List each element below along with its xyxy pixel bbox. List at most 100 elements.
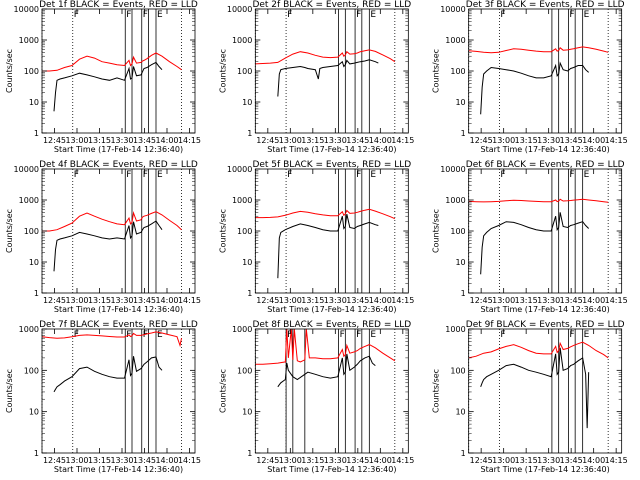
x-axis-label: Start Time (17-Feb-14 12:36:40) (54, 465, 183, 474)
series-lld-line (255, 208, 396, 220)
event-marker-label: F (569, 330, 574, 340)
x-tick-label: 14:00 (369, 456, 392, 465)
y-tick-label: 1 (461, 129, 466, 138)
y-axis-label: Counts/sec (432, 49, 441, 93)
x-tick-label: 12:45 (470, 456, 493, 465)
x-tick-label: 14:15 (605, 296, 628, 305)
event-marker-label: F (74, 170, 79, 180)
series-lld-line (468, 46, 609, 54)
series-events-line (277, 353, 376, 388)
event-marker-label: E (584, 330, 590, 340)
y-tick-label: 1 (461, 449, 466, 458)
x-tick-label: 12:45 (256, 136, 279, 145)
x-tick-label: 13:00 (492, 136, 515, 145)
x-tick-label: 13:30 (110, 296, 133, 305)
y-tick-label: 10 (242, 98, 252, 107)
plot-frame (468, 8, 623, 134)
x-tick-label: 14:00 (369, 296, 392, 305)
event-marker-label: F (74, 10, 79, 20)
y-tick-label: 100 (237, 67, 252, 76)
x-tick-label: 13:45 (560, 456, 583, 465)
series-lld-line (41, 331, 182, 348)
x-tick-label: 14:15 (391, 456, 414, 465)
x-tick-label: 13:45 (133, 296, 156, 305)
x-tick-label: 13:15 (88, 296, 111, 305)
series-events-line (53, 356, 163, 393)
event-marker-label: F (500, 10, 505, 20)
x-axis-label: Start Time (17-Feb-14 12:36:40) (54, 145, 183, 154)
y-axis-label: Counts/sec (5, 209, 14, 253)
y-tick-label: 100 (24, 227, 39, 236)
y-tick-label: 1000 (232, 325, 252, 334)
x-tick-label: 13:15 (301, 456, 324, 465)
x-tick-label: 13:15 (515, 136, 538, 145)
x-tick-label: 12:45 (470, 136, 493, 145)
x-tick-label: 14:00 (582, 296, 605, 305)
series-lld-line (42, 52, 182, 72)
y-tick-label: 10000 (227, 5, 252, 14)
x-tick-label: 12:45 (43, 456, 66, 465)
x-tick-label: 13:00 (279, 136, 302, 145)
x-tick-label: 13:15 (301, 296, 324, 305)
x-tick-label: 14:00 (155, 456, 178, 465)
plot-frame (41, 168, 196, 294)
event-marker-label: F (143, 170, 148, 180)
y-axis-label: Counts/sec (218, 209, 227, 253)
y-axis-label: Counts/sec (218, 49, 227, 93)
y-tick-label: 10000 (440, 5, 465, 14)
y-tick-label: 100 (237, 366, 252, 375)
event-marker-label: F (569, 170, 574, 180)
y-tick-label: 100 (24, 366, 39, 375)
x-tick-label: 13:00 (65, 136, 88, 145)
series-events-line (480, 347, 590, 429)
x-tick-label: 12:45 (256, 296, 279, 305)
x-tick-label: 14:15 (391, 296, 414, 305)
y-tick-label: 1 (247, 449, 252, 458)
plot-frame (254, 8, 409, 134)
x-tick-label: 14:15 (605, 456, 628, 465)
event-marker-label: F (356, 10, 361, 20)
x-tick-label: 14:15 (178, 296, 201, 305)
x-tick-label: 14:15 (178, 456, 201, 465)
event-marker-label: E (370, 330, 376, 340)
y-tick-label: 1 (461, 289, 466, 298)
x-tick-label: 12:45 (43, 296, 66, 305)
y-tick-label: 10000 (227, 165, 252, 174)
event-marker-label: F (340, 330, 345, 340)
x-tick-label: 13:30 (110, 456, 133, 465)
y-tick-label: 10 (242, 408, 252, 417)
event-marker-label: E (157, 10, 163, 20)
x-tick-label: 14:15 (391, 136, 414, 145)
x-tick-label: 14:00 (582, 136, 605, 145)
x-tick-label: 14:00 (369, 136, 392, 145)
event-marker-label: E (370, 10, 376, 20)
event-marker-label: F (356, 170, 361, 180)
y-tick-label: 1 (34, 129, 39, 138)
x-tick-label: 13:45 (560, 136, 583, 145)
y-tick-label: 10000 (440, 165, 465, 174)
x-tick-label: 13:45 (346, 456, 369, 465)
x-tick-label: 13:45 (346, 296, 369, 305)
x-tick-label: 13:15 (301, 136, 324, 145)
y-tick-label: 100 (24, 67, 39, 76)
series-events-line (53, 61, 163, 112)
x-tick-label: 13:00 (65, 456, 88, 465)
y-tick-label: 1 (247, 289, 252, 298)
x-tick-label: 13:30 (537, 296, 560, 305)
event-marker-label: F (500, 330, 505, 340)
y-tick-label: 1000 (19, 196, 39, 205)
chart-title: Det 2f BLACK = Events, RED = LLD (252, 0, 411, 10)
y-axis-label: Counts/sec (432, 209, 441, 253)
x-tick-label: 13:30 (324, 136, 347, 145)
x-axis-label: Start Time (17-Feb-14 12:36:40) (267, 305, 396, 314)
series-events-line (277, 213, 379, 279)
x-tick-label: 13:15 (515, 456, 538, 465)
y-tick-label: 1 (247, 129, 252, 138)
event-marker-label: F (356, 330, 361, 340)
event-marker-label: E (157, 170, 163, 180)
